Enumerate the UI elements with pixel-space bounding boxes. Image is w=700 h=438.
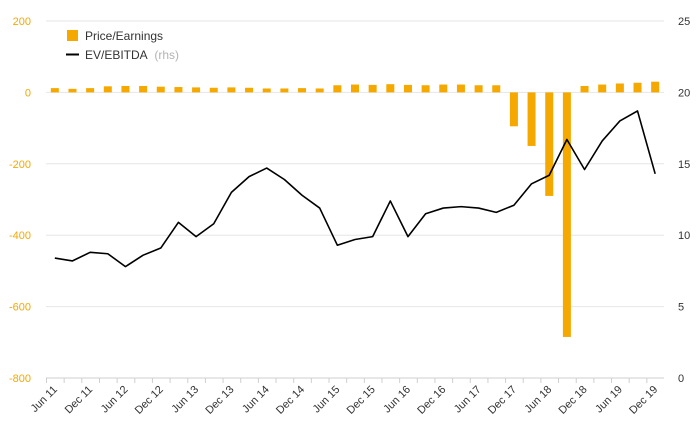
legend-label-ev-ebitda-name: EV/EBITDA: [85, 48, 148, 62]
x-tick-label: Jun 11: [29, 384, 60, 415]
legend-label-ev-ebitda-suffix: (rhs): [154, 48, 179, 62]
y-right-tick-label: 25: [678, 16, 690, 28]
y-right-tick-label: 20: [678, 87, 690, 99]
x-tick-label: Dec 15: [345, 384, 378, 417]
bar-price-earnings: [403, 84, 412, 93]
x-tick-label: Jun 18: [523, 384, 555, 416]
y-right-tick-label: 0: [678, 373, 684, 385]
bar-price-earnings: [315, 88, 324, 93]
x-tick-label: Jun 15: [311, 384, 343, 416]
bar-price-earnings: [386, 84, 395, 93]
x-tick-label: Jun 12: [99, 384, 131, 416]
bar-price-earnings: [456, 84, 465, 93]
bar-price-earnings: [633, 82, 642, 93]
y-right-tick-label: 5: [678, 302, 684, 314]
bar-price-earnings: [86, 88, 95, 93]
bar-price-earnings: [598, 84, 607, 93]
bar-price-earnings: [174, 87, 183, 93]
bar-price-earnings: [209, 87, 218, 93]
y-left-tick-label: -200: [9, 159, 31, 171]
bar-price-earnings: [615, 83, 624, 93]
x-tick-label: Dec 18: [557, 384, 590, 417]
legend: Price/Earnings EV/EBITDA (rhs): [66, 29, 179, 62]
x-tick-label: Jun 13: [169, 384, 201, 416]
line-ev-ebitda: [54, 110, 656, 268]
bar-price-earnings: [439, 84, 448, 93]
bar-price-earnings: [103, 86, 112, 93]
x-tick-label: Dec 19: [627, 384, 660, 417]
x-tick-label: Dec 13: [203, 384, 236, 417]
x-tick-label: Dec 17: [486, 384, 519, 417]
x-tick-label: Dec 11: [63, 384, 96, 417]
x-tick-label: Dec 16: [415, 384, 448, 417]
y-left-tick-label: 0: [25, 87, 31, 99]
bar-price-earnings: [580, 85, 589, 93]
y-right-tick-label: 15: [678, 159, 690, 171]
bar-price-earnings: [121, 85, 130, 93]
bar-price-earnings: [527, 92, 536, 146]
x-tick-label: Dec 14: [274, 384, 307, 417]
bar-price-earnings: [492, 85, 501, 93]
bar-price-earnings: [50, 88, 59, 93]
bar-price-earnings: [68, 88, 77, 93]
legend-swatch-price-earnings: [67, 30, 78, 41]
bar-price-earnings: [421, 85, 430, 93]
bar-price-earnings: [474, 85, 483, 93]
bar-price-earnings: [227, 87, 236, 93]
y-left-tick-label: -800: [9, 373, 31, 385]
bar-price-earnings: [509, 92, 518, 127]
bar-price-earnings: [351, 84, 359, 93]
bar-price-earnings: [333, 85, 342, 93]
x-tick-label: Jun 17: [452, 384, 484, 416]
bar-price-earnings: [192, 87, 201, 93]
y-left-tick-label: -600: [9, 302, 31, 314]
x-tick-label: Dec 12: [133, 384, 166, 417]
bar-price-earnings: [651, 81, 660, 93]
y-right-tick-label: 10: [678, 230, 690, 242]
x-tick-label: Jun 14: [240, 384, 272, 416]
legend-label-ev-ebitda: EV/EBITDA (rhs): [85, 48, 179, 62]
y-left-tick-label: 200: [13, 16, 31, 28]
bar-price-earnings: [245, 87, 254, 93]
bar-price-earnings: [368, 84, 377, 93]
bar-price-earnings: [298, 88, 307, 93]
y-left-tick-label: -400: [9, 230, 31, 242]
bar-price-earnings: [139, 85, 148, 93]
bar-price-earnings: [262, 88, 271, 93]
bar-price-earnings: [545, 92, 554, 196]
x-tick-label: Jun 16: [381, 384, 413, 416]
bar-price-earnings: [562, 92, 571, 337]
bar-price-earnings: [156, 86, 165, 93]
legend-label-price-earnings: Price/Earnings: [85, 29, 163, 43]
x-tick-label: Jun 19: [593, 384, 625, 416]
bar-price-earnings: [280, 88, 289, 93]
